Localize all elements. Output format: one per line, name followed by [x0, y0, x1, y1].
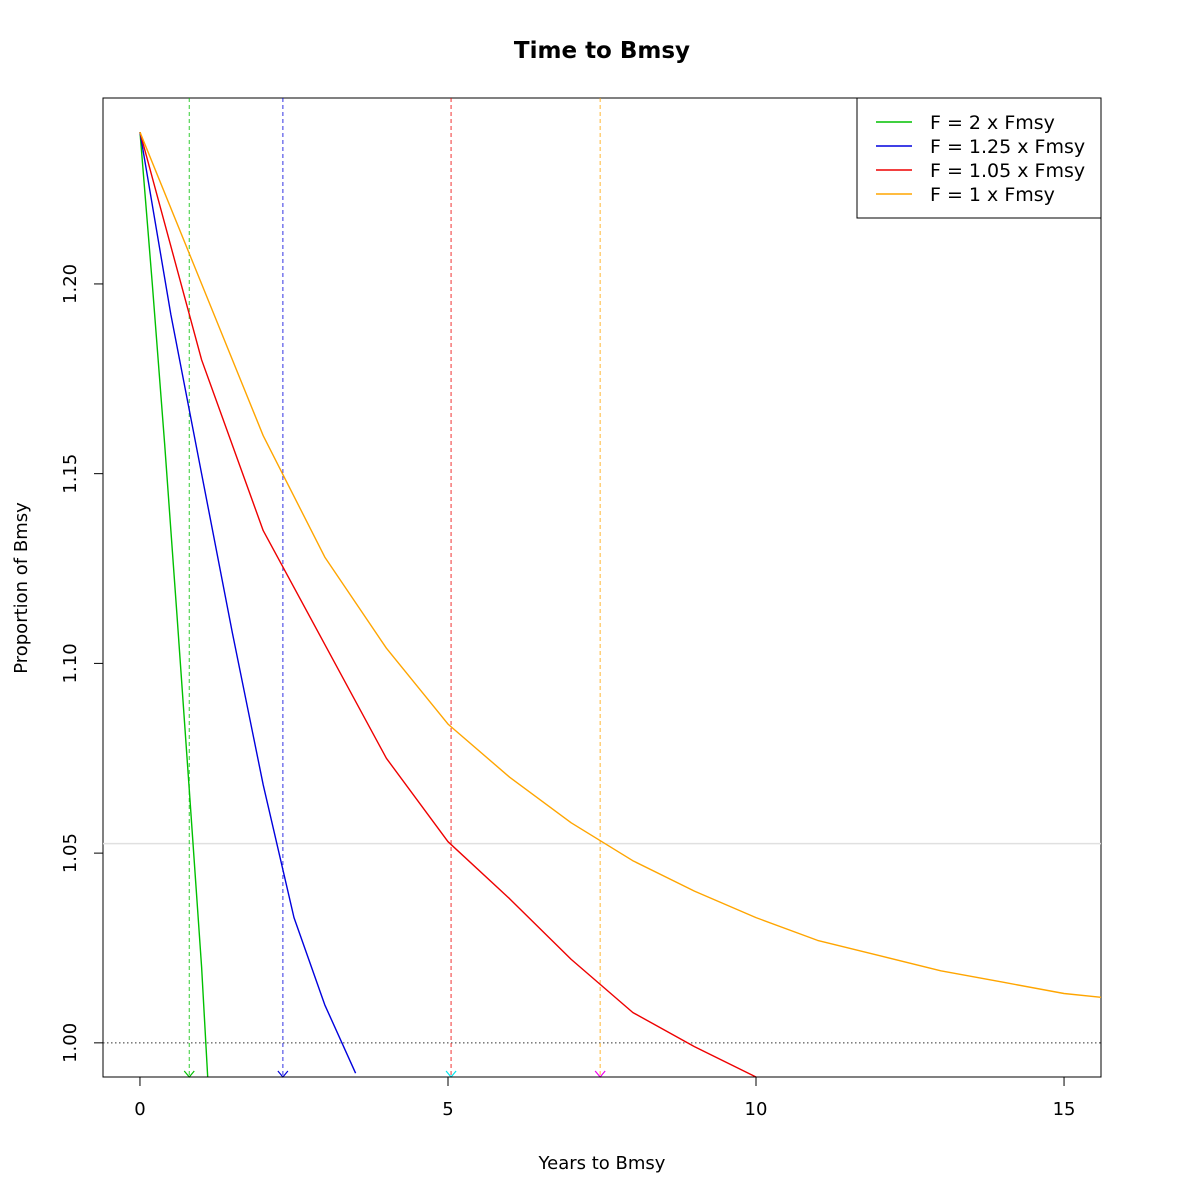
x-tick-label-1: 5: [442, 1099, 453, 1120]
legend-label-0: F = 2 x Fmsy: [930, 112, 1055, 134]
legend-label-2: F = 1.05 x Fmsy: [930, 160, 1085, 182]
x-tick-label-0: 0: [134, 1099, 145, 1120]
target-vertical-lines: [188, 98, 601, 1077]
x-axis: 0 5 10 15: [134, 1076, 1076, 1120]
y-axis-label: Proportion of Bmsy: [11, 502, 32, 674]
series-line-2: [139, 132, 757, 1078]
x-tick-label-2: 10: [745, 1099, 768, 1120]
legend-label-3: F = 1 x Fmsy: [930, 184, 1055, 206]
y-axis: 1.00 1.05 1.10 1.15 1.20: [60, 264, 103, 1063]
plot-frame: [102, 97, 1102, 1078]
y-tick-label-0: 1.00: [60, 1023, 81, 1063]
series-lines: [139, 131, 1102, 1078]
y-tick-label-3: 1.15: [60, 454, 81, 494]
legend-box: [856, 97, 1102, 219]
series-line-1: [139, 132, 357, 1074]
y-tick-label-4: 1.20: [60, 264, 81, 304]
x-axis-label: Years to Bmsy: [538, 1153, 666, 1174]
y-tick-label-2: 1.10: [60, 643, 81, 683]
y-tick-label-1: 1.05: [60, 833, 81, 873]
series-line-3: [139, 131, 1102, 998]
chart-title: Time to Bmsy: [514, 38, 690, 64]
series-line-0: [139, 132, 209, 1078]
target-arrows: [183, 1070, 606, 1078]
reference-lines: [103, 842, 1101, 1044]
legend-label-1: F = 1.25 x Fmsy: [930, 136, 1085, 158]
x-tick-label-3: 15: [1053, 1099, 1076, 1120]
